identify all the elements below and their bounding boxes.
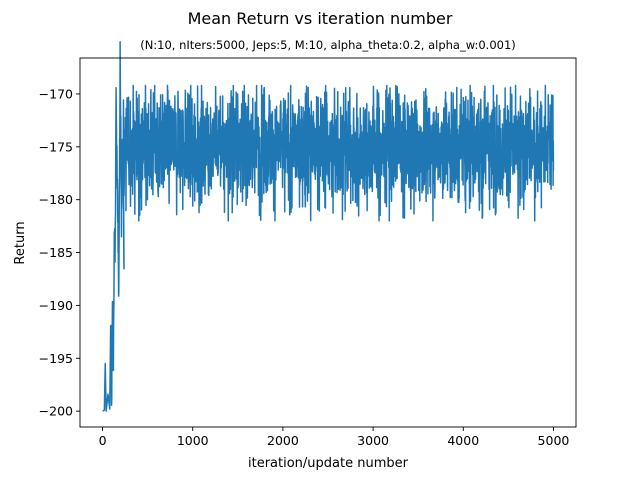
x-tick-label: 0 — [99, 433, 107, 448]
chart-title: Mean Return vs iteration number — [188, 9, 453, 28]
y-axis: −200 −195 −190 −185 −180 −175 −170 — [39, 86, 80, 419]
y-tick-label: −195 — [39, 351, 73, 366]
y-tick-label: −175 — [39, 139, 73, 154]
x-tick-label: 1000 — [177, 433, 209, 448]
y-tick-label: −190 — [39, 298, 73, 313]
y-tick-label: −200 — [39, 404, 73, 419]
y-tick-label: −180 — [39, 192, 73, 207]
plot-area-frame — [79, 57, 577, 428]
y-tick-label: −170 — [39, 86, 73, 101]
x-tick-label: 2000 — [267, 433, 299, 448]
x-tick-label: 3000 — [357, 433, 389, 448]
x-axis: 0 1000 2000 3000 4000 5000 — [99, 427, 570, 448]
chart-subtitle: (N:10, nIters:5000, Jeps:5, M:10, alpha_… — [140, 38, 516, 52]
x-axis-label: iteration/update number — [248, 456, 409, 471]
x-tick-label: 4000 — [447, 433, 479, 448]
y-tick-label: −185 — [39, 245, 73, 260]
series-layer — [101, 40, 555, 412]
x-tick-label: 5000 — [538, 433, 570, 448]
y-axis-label: Return — [13, 221, 28, 264]
series-line-0 — [101, 40, 555, 412]
